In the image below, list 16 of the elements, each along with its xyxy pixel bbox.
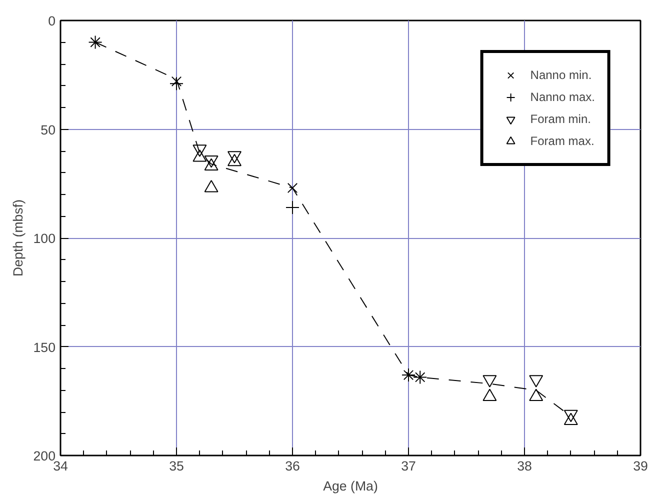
x-tick-label: 35: [169, 458, 184, 474]
y-axis-title: Depth (mbsf): [10, 199, 26, 277]
legend-label: Foram min.: [530, 112, 591, 126]
x-tick-label: 38: [517, 458, 532, 474]
x-tick-label: 34: [53, 458, 68, 474]
x-tick-label: 39: [633, 458, 648, 474]
legend-label: Nanno max.: [530, 90, 595, 104]
x-tick-label: 37: [401, 458, 416, 474]
legend-label: Foram max.: [530, 134, 594, 148]
x-axis-title: Age (Ma): [323, 478, 378, 494]
y-tick-label: 100: [33, 231, 56, 246]
y-tick-label: 150: [33, 340, 56, 355]
x-tick-label: 36: [285, 458, 300, 474]
y-tick-label: 0: [48, 14, 56, 28]
legend-label: Nanno min.: [530, 68, 592, 82]
y-tick-label: 50: [40, 122, 56, 138]
